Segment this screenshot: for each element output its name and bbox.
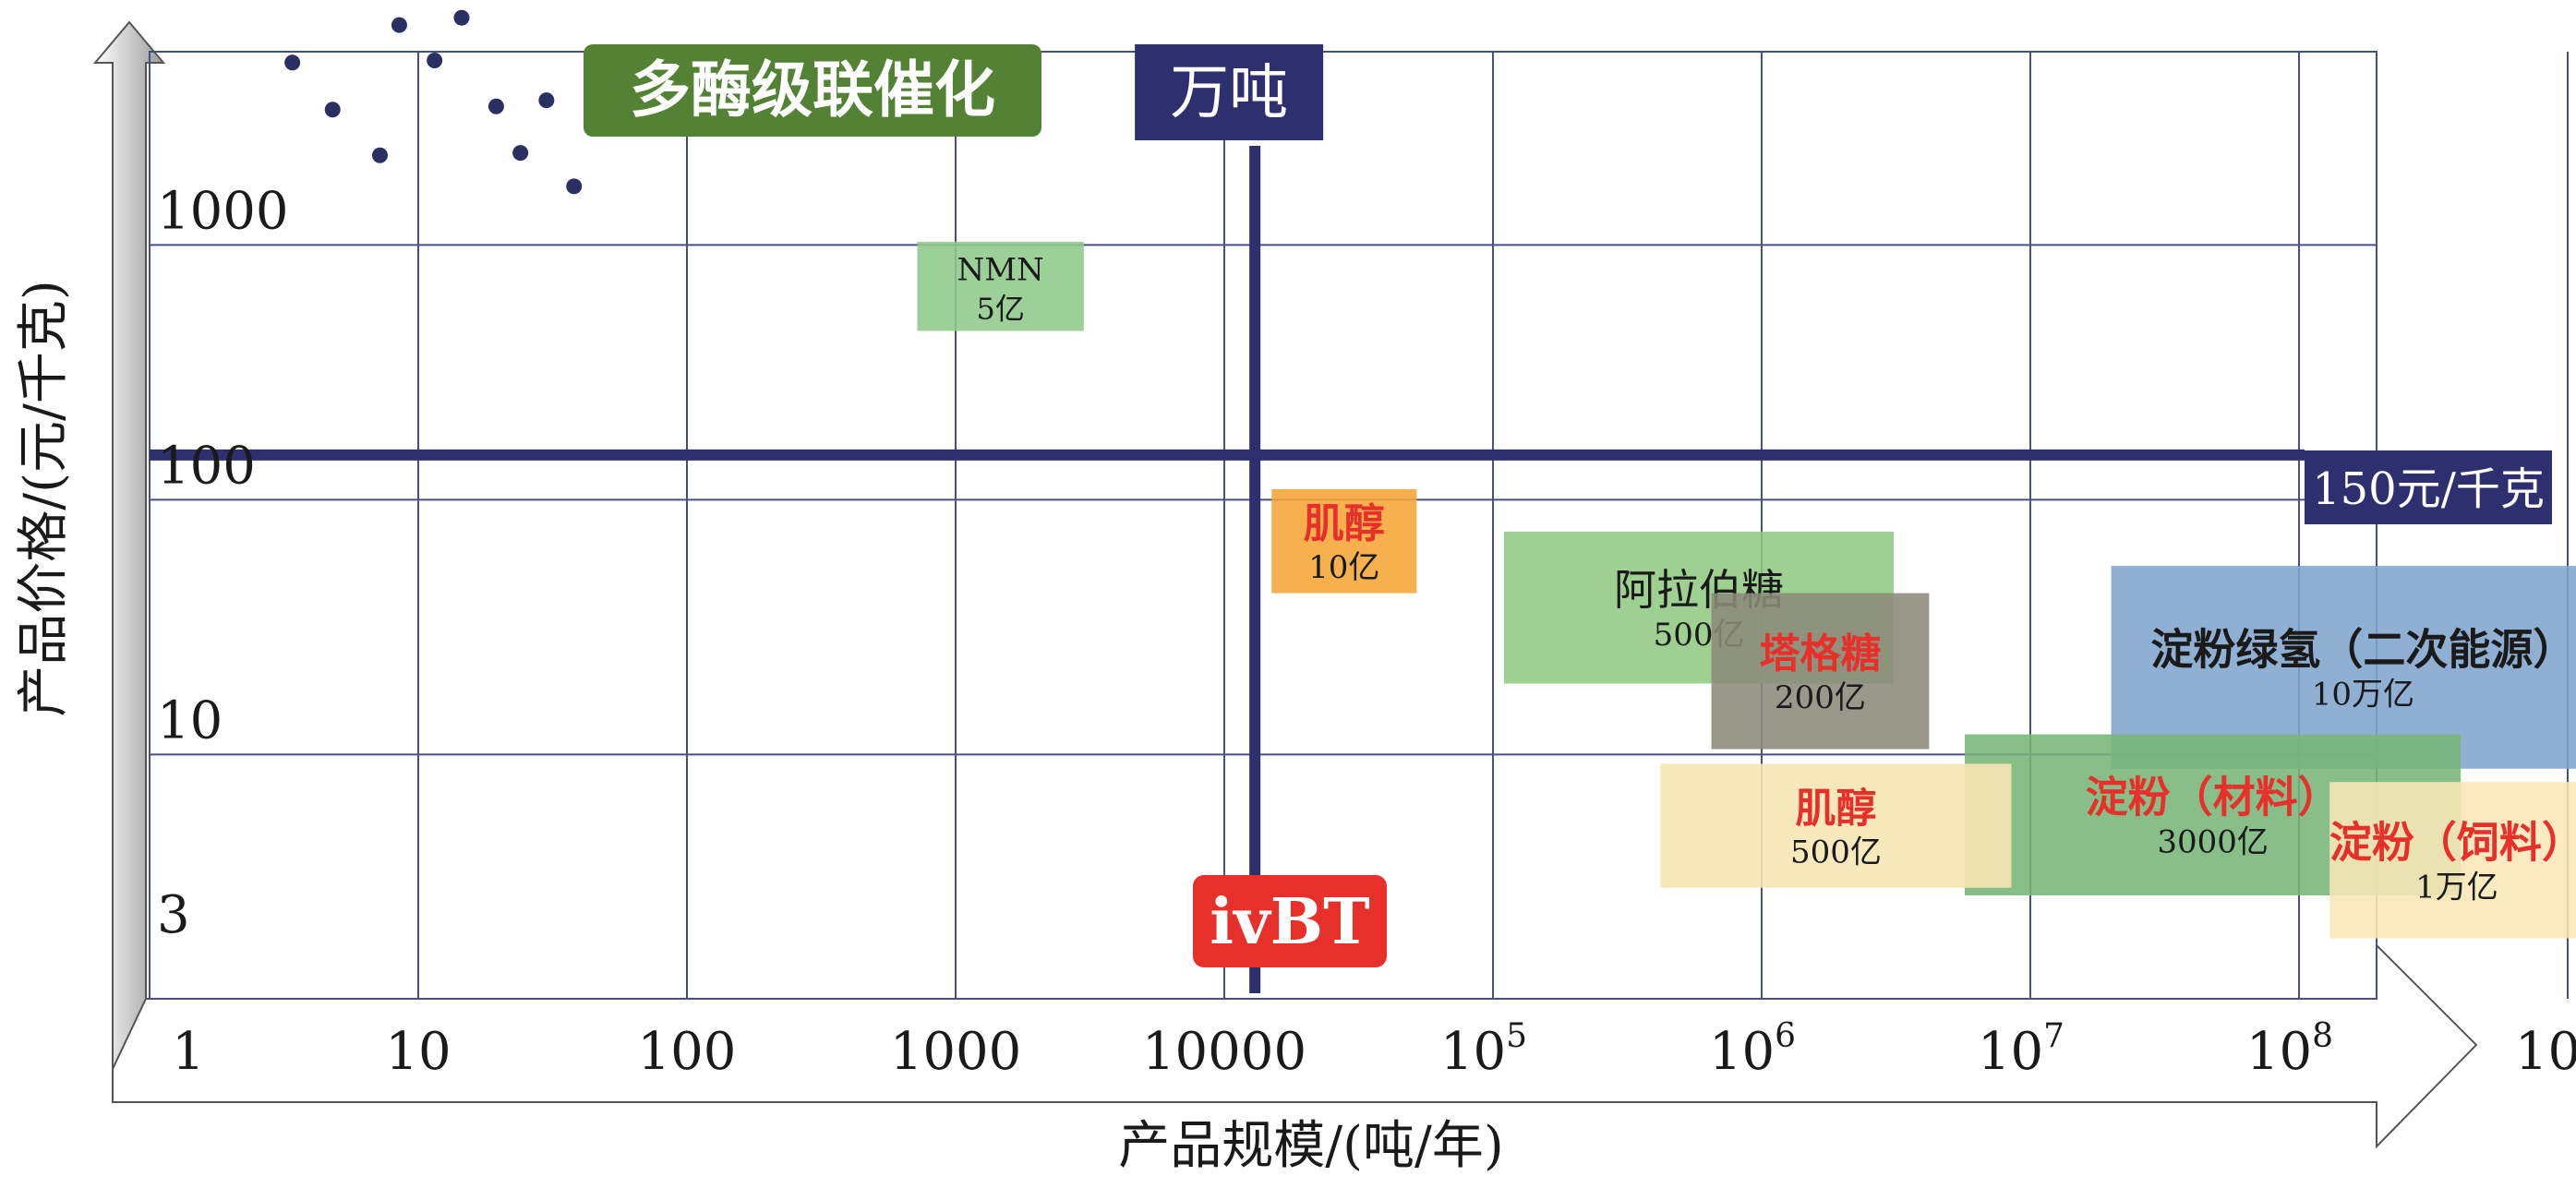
x-tick-exponent: 7 <box>2043 1017 2064 1055</box>
reference-label-box-vertical <box>1135 44 1324 140</box>
x-tick-label: 105 <box>1440 1017 1527 1082</box>
x-tick-exponent: 5 <box>1506 1017 1527 1055</box>
product-box <box>917 241 1084 331</box>
reference-lines: 万吨 150元/千克 <box>150 44 2552 993</box>
x-tick-label: 1 <box>172 1022 205 1082</box>
reference-label-horizontal: 150元/千克 <box>2312 463 2545 515</box>
ivbt-callout-label: ivBT <box>1210 885 1369 959</box>
data-dot <box>427 53 443 69</box>
ivbt-callout: ivBT <box>1193 875 1387 967</box>
y-axis-title: 产品价格/(元/千克) <box>14 280 74 716</box>
product-name: 肌醇 <box>1304 500 1385 547</box>
x-tick-label: 108 <box>2246 1017 2333 1082</box>
reference-label-vertical: 万吨 <box>1170 59 1288 127</box>
product-value: 10万亿 <box>2312 676 2414 713</box>
product-name: 淀粉（饲料） <box>2329 817 2576 867</box>
data-dot <box>453 9 470 26</box>
product-box <box>1660 763 2012 888</box>
product-value: 5亿 <box>976 291 1024 326</box>
tick-labels: 1101001000100001051061071081091000010001… <box>157 181 2576 1082</box>
x-axis-title: 产品规模/(吨/年) <box>1118 1116 1503 1176</box>
x-tick-base: 10 <box>1978 1022 2043 1082</box>
product-value: 10亿 <box>1308 549 1379 586</box>
product-name: 淀粉绿氢（二次能源） <box>2150 624 2575 674</box>
product-value: 500亿 <box>1790 834 1882 870</box>
y-tick-label: 100 <box>157 436 256 496</box>
data-dot <box>324 102 341 118</box>
product-value: 200亿 <box>1775 679 1866 716</box>
product-value: 3000亿 <box>2157 823 2269 860</box>
x-tick-exponent: 8 <box>2312 1017 2333 1055</box>
product-box <box>1271 489 1417 594</box>
x-tick-label: 10 <box>385 1022 451 1082</box>
x-tick-base: 10 <box>1440 1022 1506 1082</box>
data-dot <box>391 17 407 33</box>
y-tick-label: 10 <box>157 690 223 750</box>
product-box <box>2329 782 2576 939</box>
x-tick-label: 1000 <box>890 1022 1022 1082</box>
x-tick-label: 107 <box>1978 1017 2064 1082</box>
data-dots <box>284 9 583 195</box>
product-box <box>1711 593 1930 750</box>
x-tick-exponent: 6 <box>1775 1017 1796 1055</box>
reference-label-box-horizontal <box>2305 450 2552 524</box>
y-tick-label: 1000 <box>157 181 289 241</box>
product-value: 1万亿 <box>2415 869 2498 906</box>
x-tick-label: 100 <box>638 1022 737 1082</box>
y-tick-label: 3 <box>157 885 190 945</box>
data-dot <box>566 178 583 195</box>
product-name: 肌醇 <box>1795 785 1876 832</box>
product-7: 淀粉（饲料）1万亿 <box>2329 782 2576 939</box>
x-tick-base: 10 <box>1709 1022 1775 1082</box>
x-tick-label: 10000 <box>1142 1022 1306 1082</box>
data-dot <box>512 145 529 162</box>
data-dot <box>488 98 504 114</box>
x-tick-label: 109 <box>2515 1017 2576 1082</box>
product-name: 淀粉（材料） <box>2086 772 2341 822</box>
cascade-callout-label: 多酶级联催化 <box>630 54 995 126</box>
data-dot <box>284 54 301 71</box>
x-tick-base: 10 <box>2246 1022 2312 1082</box>
product-name: NMN <box>957 251 1043 288</box>
data-dot <box>538 92 555 109</box>
y-axis-arrow <box>92 20 166 1070</box>
x-tick-base: 10 <box>2515 1022 2576 1082</box>
cascade-callout: 多酶级联催化 <box>584 44 1041 137</box>
product-name: 塔格糖 <box>1759 630 1881 678</box>
data-dot <box>371 147 388 163</box>
x-tick-label: 106 <box>1709 1017 1796 1082</box>
